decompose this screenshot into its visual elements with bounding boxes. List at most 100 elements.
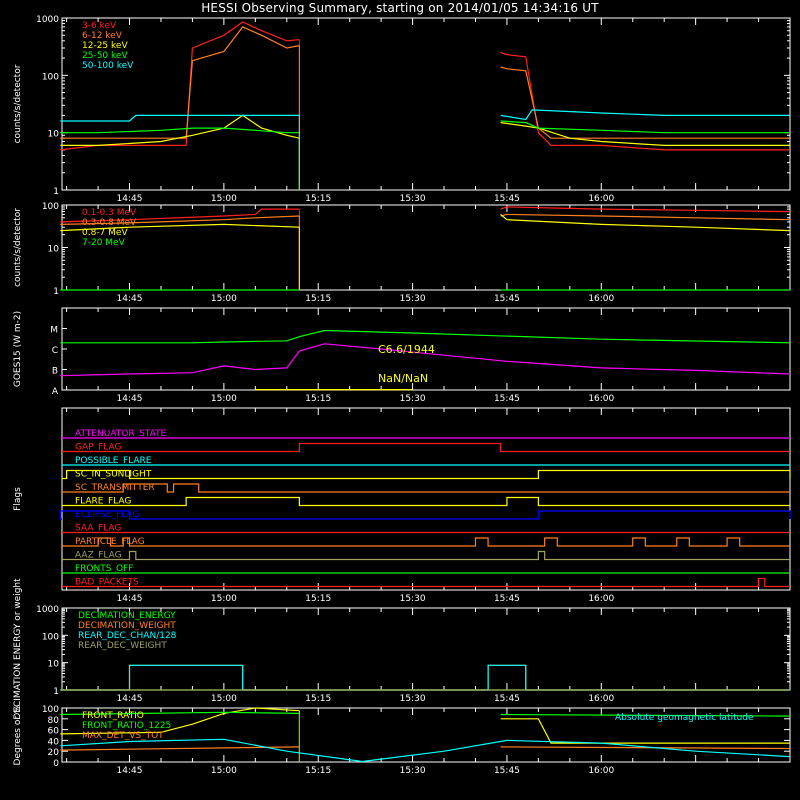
goes-x-tick-label: 15:00	[211, 394, 237, 404]
decimation-y-axis-label: DECIMATION ENERGY or weight	[13, 578, 23, 720]
ratios-x-tick-label: 15:30	[400, 766, 426, 776]
count-rates-series-line	[500, 122, 790, 146]
ratios-frame	[61, 707, 791, 763]
gamma-rates-x-tick-label: 15:45	[494, 294, 520, 304]
flag-label: GAP_FLAG	[75, 443, 121, 453]
flags-panel: Flags 14:45 15:00 15:15 15:30 15:45 16:00 ATTEN…	[13, 407, 791, 604]
page-title: HESSI Observing Summary, starting on 201…	[201, 1, 599, 15]
goes-x-tick-label: 15:15	[305, 394, 331, 404]
flags-frame	[61, 407, 791, 591]
ratios-y-tick-label: 80	[48, 716, 60, 726]
goes-x-tick-label: 14:45	[117, 394, 143, 404]
flag-label: FRONTS_OFF	[75, 564, 133, 574]
flag-line	[62, 550, 790, 561]
gamma-rates-x-tick-label: 15:15	[305, 294, 331, 304]
decimation-series-line	[60, 664, 790, 691]
ratios-series-line	[500, 746, 791, 750]
gamma-rates-series-line	[60, 208, 300, 223]
ratios-x-tick-label: 15:15	[305, 766, 331, 776]
ratios-series-line	[60, 746, 300, 751]
count-rates-x-tick-label: 15:15	[305, 194, 331, 204]
gamma-rates-series-line	[60, 223, 300, 232]
gamma-rates-legend-entry: 0.3-0.8 MeV	[82, 218, 137, 228]
count-rates-series-line	[500, 51, 790, 151]
goes-x-tick-label: 15:45	[494, 394, 520, 404]
flag-label: PARTICLE_FLAG	[75, 537, 145, 547]
ratios-y-tick-label: 20	[48, 748, 60, 758]
gamma-rates-series-line	[500, 213, 791, 221]
count-rates-y-tick-label: 1000	[36, 15, 59, 25]
count-rates-y-tick-label: 100	[42, 72, 59, 82]
goes-x-tick-label: 15:30	[400, 394, 426, 404]
flag-line	[62, 496, 790, 507]
decimation-x-tick-label: 15:45	[494, 694, 520, 704]
decimation-x-tick-label: 16:00	[588, 694, 614, 704]
gamma-rates-panel: counts/s/detector 14:45 15:00 15:15 15:30 15:…	[13, 202, 791, 304]
flag-label: SAA_FLAG	[75, 524, 121, 534]
flag-label: POSSIBLE_FLARE	[75, 456, 152, 466]
flags-y-axis-label: Flags	[13, 487, 23, 511]
flags-x-tick-label: 14:45	[117, 594, 143, 604]
goes-y-tick-label: A	[52, 387, 59, 397]
flag-label: BAD_PACKETS	[75, 578, 139, 588]
count-rates-series-line	[60, 114, 300, 122]
flag-line	[62, 577, 790, 588]
ratios-y-axis-label: Degrees or %	[13, 704, 23, 765]
ratios-x-tick-label: 16:00	[588, 766, 614, 776]
flag-line	[62, 537, 790, 547]
decimation-y-tick-label: 100	[42, 632, 59, 642]
ratios-y-tick-label: 60	[48, 727, 60, 737]
gamma-rates-legend-entry: 0.8-7 MeV	[82, 228, 128, 238]
ratios-x-tick-label: 15:00	[211, 766, 237, 776]
ratios-x-tick-label: 15:45	[494, 766, 520, 776]
gamma-rates-series-line	[60, 215, 300, 225]
goes-x-tick-label: 16:00	[588, 394, 614, 404]
flags-x-tick-label: 15:45	[494, 594, 520, 604]
flag-line	[59, 510, 791, 520]
decimation-x-tick-label: 14:45	[117, 694, 143, 704]
ratios-panel: Degrees or % 14:45 15:00 15:15 15:30 15:45 16:…	[13, 704, 791, 776]
count-rates-x-tick-label: 15:45	[494, 194, 520, 204]
flag-line	[62, 442, 790, 453]
ratios-series-line	[60, 707, 300, 735]
flag-label: SC_IN_SUNLIGHT	[75, 470, 152, 480]
flags-x-tick-label: 15:15	[305, 594, 331, 604]
flags-x-tick-label: 15:00	[211, 594, 237, 604]
goes-series-line	[60, 343, 791, 377]
decimation-legend-entry: REAR_DEC_WEIGHT	[78, 641, 167, 651]
flag-label: ECLIPSE_FLAG	[75, 510, 139, 520]
flag-label: ATTENUATOR_STATE	[75, 429, 167, 439]
count-rates-x-tick-label: 16:00	[588, 194, 614, 204]
flag-label: FLARE_FLAG	[75, 497, 131, 507]
count-rates-series-line	[500, 120, 790, 134]
count-rates-legend-entry: 3-6 keV	[82, 21, 117, 31]
count-rates-y-axis-label: counts/s/detector	[13, 64, 23, 143]
count-rates-y-tick-label: 10	[48, 130, 60, 140]
count-rates-legend-entry: 12-25 keV	[82, 41, 128, 51]
ratios-y-tick-label: 100	[42, 705, 59, 715]
decimation-series-line	[60, 664, 790, 691]
count-rates-series-line	[60, 21, 300, 151]
decimation-y-tick-label: 10	[48, 660, 60, 670]
gamma-rates-legend-entry: 0.1-0.3 MeV	[82, 208, 137, 218]
count-rates-legend-entry: 6-12 keV	[82, 31, 123, 41]
ratios-series-line	[60, 711, 300, 716]
ratios-legend-entry: FRONT_RATIO	[82, 711, 144, 721]
gamma-rates-x-tick-label: 14:45	[117, 294, 143, 304]
goes-panel: GOES15 (W m-2) 14:45 15:00 15:15 15:30 15:45 1…	[13, 307, 791, 404]
decimation-x-tick-label: 15:00	[211, 694, 237, 704]
count-rates-x-tick-label: 15:30	[400, 194, 426, 204]
gamma-rates-y-axis-label: counts/s/detector	[13, 208, 23, 287]
decimation-legend-entry: DECIMATION_ENERGY	[78, 611, 176, 621]
count-rates-x-tick-label: 15:00	[211, 194, 237, 204]
count-rates-legend-entry: 50-100 keV	[82, 61, 134, 71]
goes-y-axis-label: GOES15 (W m-2)	[13, 311, 23, 387]
gamma-rates-y-tick-label: 1	[53, 287, 59, 297]
flag-line	[62, 469, 791, 480]
flag-line	[62, 483, 790, 493]
flags-x-tick-label: 15:30	[400, 594, 426, 604]
flag-label: SC_TRANSMITTER	[75, 483, 155, 493]
gamma-rates-x-tick-label: 15:30	[400, 294, 426, 304]
gamma-rates-x-tick-label: 15:00	[211, 294, 237, 304]
